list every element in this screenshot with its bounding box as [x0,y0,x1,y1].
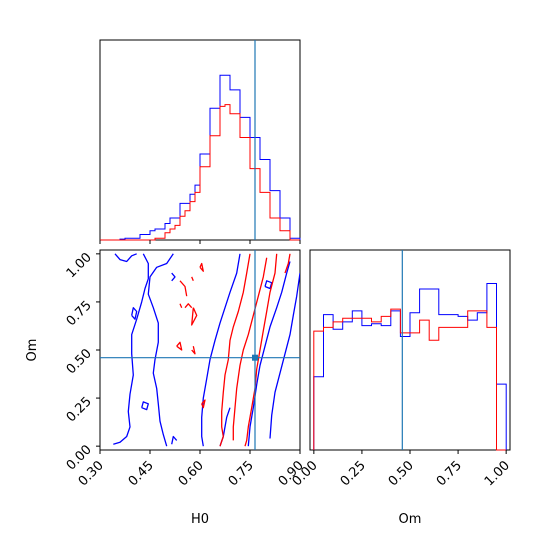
h0-xtick-label-2: 0.60 [176,458,207,489]
contour-series-0-line-7 [131,307,138,320]
contour-series-1-line-11 [284,253,291,274]
contour-series-1-line-9 [219,253,251,447]
contour-series-0-line-5 [269,273,300,439]
h0-histogram-panel [99,39,301,244]
om-histogram-panel: 0.00 0.25 0.50 0.75 1.00 Om [290,249,513,527]
om-ytick-label-3: 0.75 [64,298,95,329]
om-histogram-frame [309,249,511,451]
h0-xtick-label-3: 0.75 [226,458,257,489]
om-hist-xtick-label-1: 0.25 [338,458,369,489]
contour-lines [113,253,300,447]
contour-series-1-line-1 [184,303,193,309]
contour-series-0-line-10 [264,280,273,290]
contour-series-1-line-2 [191,307,198,326]
om-histogram-series-1 [313,308,507,451]
contour-series-0-line-11 [171,272,176,282]
h0-histogram-series-1 [100,104,300,241]
contour-series-0-line-1 [113,253,149,445]
contour-series-1-line-7 [179,303,183,308]
contour-truth-marker [252,354,258,361]
contour-series-1-line-6 [201,399,206,409]
contour-series-1-line-3 [176,341,183,351]
contour-series-0-line-4 [247,261,291,447]
h0-om-contour-panel: 0.30 0.45 0.60 0.75 0.900.000.250.500.751.00… [25,249,307,527]
om-hist-xtick-label-4: 1.00 [482,458,513,489]
contour-series-1-line-4 [191,346,196,355]
contour-series-1-line-10 [244,253,278,447]
contour-series-1-line-5 [199,262,204,272]
om-ytick-label-4: 1.00 [64,250,95,281]
om-histogram-series-0 [313,283,507,450]
contour-series-1-line-0 [179,280,188,297]
contour-series-0-line-3 [201,253,241,447]
h0-xtick-label-1: 0.45 [126,458,157,489]
om-ytick-label-2: 0.50 [64,346,95,377]
h0-histogram-marks [99,40,301,244]
contour-series-1-line-12 [232,257,268,441]
contour-series-0-line-8 [141,401,149,411]
contour-series-1-line-8 [191,276,194,282]
om-ytick-label-1: 0.25 [64,394,95,425]
contour-series-0-line-9 [171,435,178,445]
om-axis-label: Om [25,339,40,362]
om-hist-xtick-label-2: 0.50 [386,458,417,489]
contour-series-0-line-2 [147,253,174,447]
h0-om-contour-marks: 0.30 0.45 0.60 0.75 0.900.000.250.500.751.00 [64,250,307,489]
om-histogram-marks: 0.00 0.25 0.50 0.75 1.00 [290,250,513,489]
contour-series-0-line-0 [114,253,137,263]
h0-om-contour-frame [99,249,301,451]
om-hist-xtick-label-3: 0.75 [434,458,465,489]
h0-axis-label: H0 [191,512,209,527]
om-histogram-axis-label: Om [399,512,422,527]
